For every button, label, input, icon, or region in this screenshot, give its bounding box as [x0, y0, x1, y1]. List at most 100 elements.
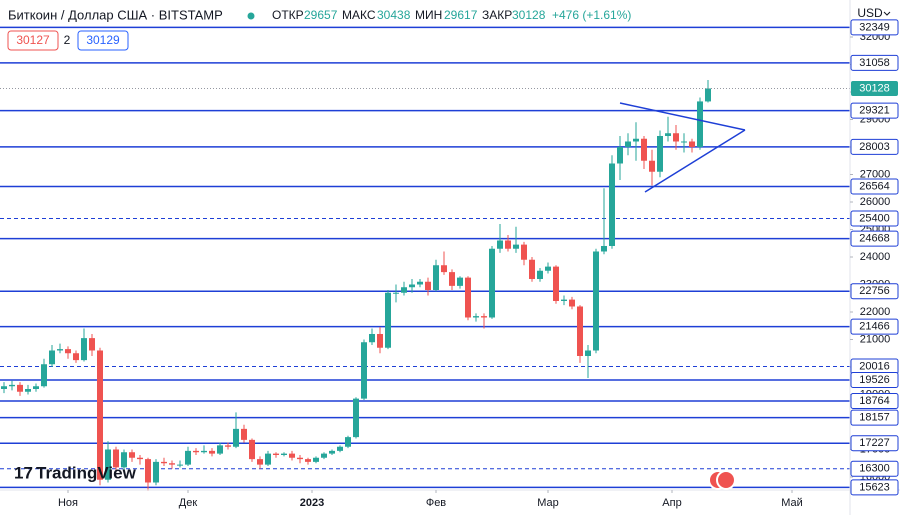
level-label: 25400 [859, 212, 890, 224]
candle-body [137, 457, 143, 460]
logo-mark: 17 [14, 463, 33, 482]
candle-body [441, 265, 447, 273]
candle-body [697, 101, 703, 147]
candle-body [577, 306, 583, 356]
level-label: 17227 [859, 437, 890, 449]
candle-body [345, 437, 351, 447]
candle-body [401, 287, 407, 293]
candle-body [353, 398, 359, 438]
spread: 2 [64, 33, 71, 47]
candle-body [457, 277, 463, 286]
candle-body [329, 450, 335, 454]
level-label: 29321 [859, 105, 890, 117]
candle-body [425, 281, 431, 290]
candle-body [209, 450, 215, 454]
candle-body [273, 453, 279, 455]
triangle-line [644, 129, 746, 193]
level-label: 20016 [859, 360, 890, 372]
candle-body [233, 428, 239, 447]
candle-body [649, 160, 655, 172]
candle-body [641, 138, 647, 161]
candle-body [689, 141, 695, 147]
candle-body [113, 449, 119, 468]
candle-body [593, 251, 599, 351]
candle-body [41, 364, 47, 387]
y-tick-label: 21000 [860, 333, 891, 345]
logo: TradingView [36, 463, 137, 482]
candle-body [473, 316, 479, 318]
candle-body [617, 146, 623, 164]
x-tick-label: Мар [537, 497, 559, 509]
bid-box[interactable] [7, 30, 59, 51]
candle-body [337, 446, 343, 451]
currency-caret [883, 11, 891, 16]
candle-body [169, 463, 175, 465]
ask-box[interactable] [77, 30, 129, 51]
candle-body [609, 163, 615, 246]
level-label-box [850, 210, 899, 227]
x-tick-label: Май [781, 497, 803, 509]
level-label-box [850, 318, 899, 335]
candle-body [657, 135, 663, 172]
market-status [247, 12, 255, 20]
candle-body [601, 245, 607, 252]
candle-body [465, 277, 471, 318]
candle-body [417, 281, 423, 285]
level-label: 18764 [859, 395, 890, 407]
triangle-line [619, 102, 746, 131]
currency[interactable]: USD [857, 6, 883, 20]
level-label-box [850, 435, 899, 452]
level-label: 28003 [859, 141, 890, 153]
level-label-box [850, 372, 899, 389]
candle-body [145, 459, 151, 483]
candle-body [281, 453, 287, 455]
candle-body [625, 141, 631, 147]
event-flag[interactable] [716, 470, 736, 490]
x-tick-label: Апр [662, 497, 681, 509]
level-label: 21466 [859, 321, 890, 333]
candle-body [185, 450, 191, 465]
candle-body [529, 259, 535, 279]
candle-body [17, 384, 23, 392]
candle-body [409, 284, 415, 288]
ohlc-label: ЗАКР [482, 8, 512, 22]
candle-body [73, 353, 79, 361]
level-label-box [850, 283, 899, 300]
candle-body [201, 450, 207, 453]
y-tick-label: 27000 [860, 168, 891, 180]
candle-body [193, 450, 199, 453]
candle-body [497, 240, 503, 249]
ohlc-label: МАКС [342, 8, 376, 22]
candle-body [633, 138, 639, 142]
candle-body [161, 461, 167, 464]
x-tick-label: Ноя [58, 497, 78, 509]
candle-body [377, 333, 383, 348]
ohlc-value: 29617 [444, 8, 478, 22]
x-tick-label: Дек [179, 497, 198, 509]
candle-body [705, 88, 711, 102]
candle-body [553, 266, 559, 301]
ohlc-value: 29657 [304, 8, 338, 22]
level-label-box [850, 230, 899, 247]
ask[interactable]: 30129 [86, 33, 120, 47]
level-label: 31058 [859, 57, 890, 69]
candle-body [545, 266, 551, 271]
candle-body [33, 386, 39, 389]
candle-body [97, 350, 103, 480]
ohlc-value: 30438 [377, 8, 411, 22]
level-label-box [850, 392, 899, 409]
candle-body [313, 457, 319, 462]
y-tick-label: 22000 [860, 306, 891, 318]
level-label: 32349 [859, 21, 890, 33]
level-label: 16300 [859, 463, 890, 475]
change: +476 (+1.61%) [552, 8, 631, 22]
candle-body [257, 459, 263, 465]
candle-body [393, 292, 399, 294]
bid[interactable]: 30127 [16, 33, 50, 47]
candle-body [481, 316, 487, 318]
candle-body [433, 265, 439, 290]
